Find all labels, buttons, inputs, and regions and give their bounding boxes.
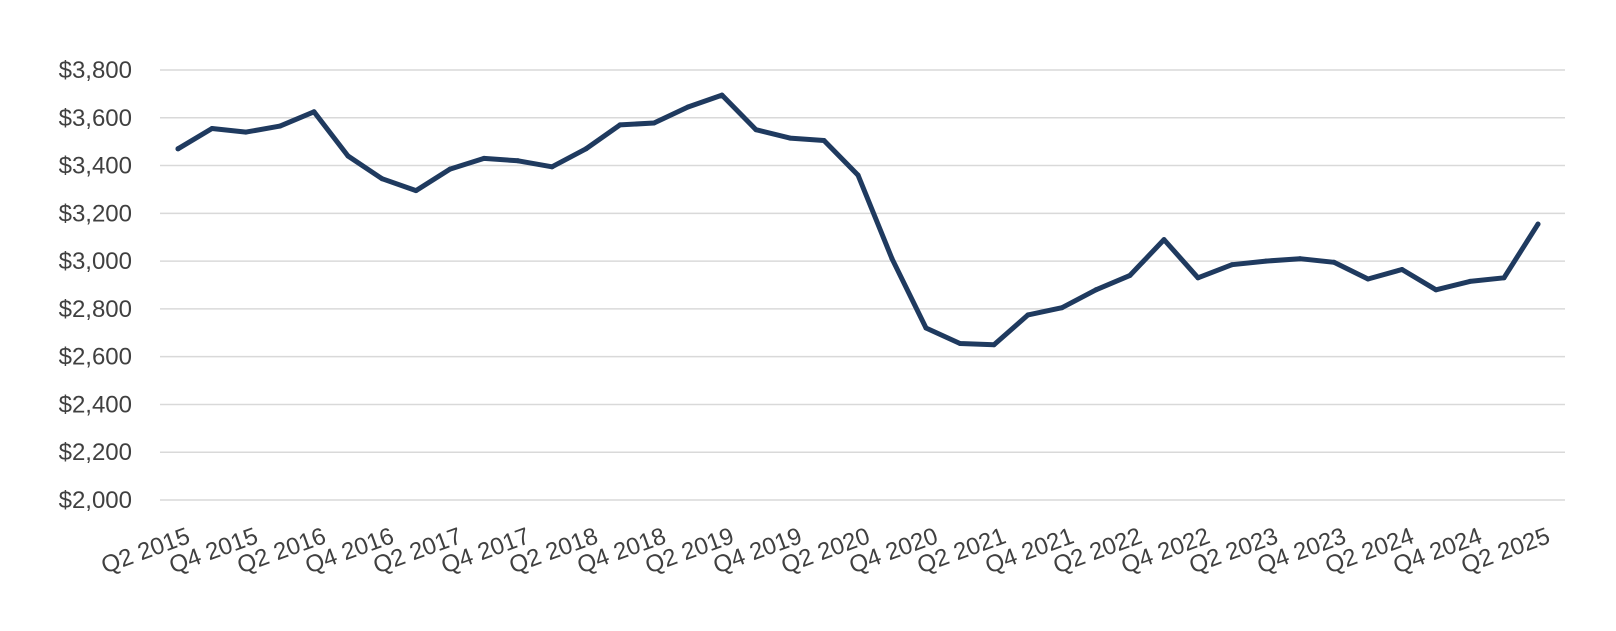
data-point [889,256,895,262]
y-tick-label: $2,000 [59,487,132,514]
y-tick-label: $2,600 [59,344,132,371]
data-point [1025,312,1031,318]
data-point [311,109,317,115]
data-point [1093,287,1099,293]
gridlines [160,69,1565,501]
data-point [413,188,419,194]
data-point [345,153,351,159]
data-point [719,92,725,98]
data-point [209,126,215,131]
y-tick-label: $3,800 [59,57,132,84]
data-point [447,166,453,172]
data-point [1501,275,1507,281]
data-point [1399,267,1405,272]
data-point [753,127,759,133]
y-tick-label: $2,200 [59,439,132,466]
data-point [515,158,521,164]
data-point [685,104,691,110]
data-point [379,176,385,182]
data-point [1195,275,1201,281]
data-point [1331,259,1337,265]
data-point [957,341,963,346]
y-tick-label: $2,400 [59,391,132,418]
data-point [175,146,181,152]
data-point [549,164,555,170]
y-tick-label: $2,800 [59,296,132,323]
y-tick-label: $3,400 [59,153,132,180]
data-point [1059,305,1065,311]
data-point [617,122,623,128]
data-point [1127,272,1133,278]
data-point [1365,276,1371,282]
data-point [821,138,827,143]
data-point [855,172,861,178]
data-point [243,129,249,135]
data-point [923,325,929,331]
data-point [277,123,283,129]
series-layer [175,92,1541,348]
data-point [651,120,657,126]
data-point [1467,278,1473,284]
data-point [787,135,793,141]
data-point [1535,221,1541,227]
y-tick-label: $3,000 [59,248,132,275]
y-axis-tick-labels: $2,000 $2,200 $2,400 $2,600 $2,800 $3,000 $3,2… [59,57,132,514]
data-point [991,342,997,348]
y-tick-label: $3,600 [59,105,132,132]
data-point [583,146,589,152]
data-point [1297,256,1303,262]
data-point [1161,237,1167,243]
data-point [1229,262,1235,268]
y-tick-label: $3,200 [59,200,132,227]
data-point [481,155,487,161]
data-point [1433,287,1439,293]
data-point [1263,258,1269,264]
series-line [175,92,1541,348]
